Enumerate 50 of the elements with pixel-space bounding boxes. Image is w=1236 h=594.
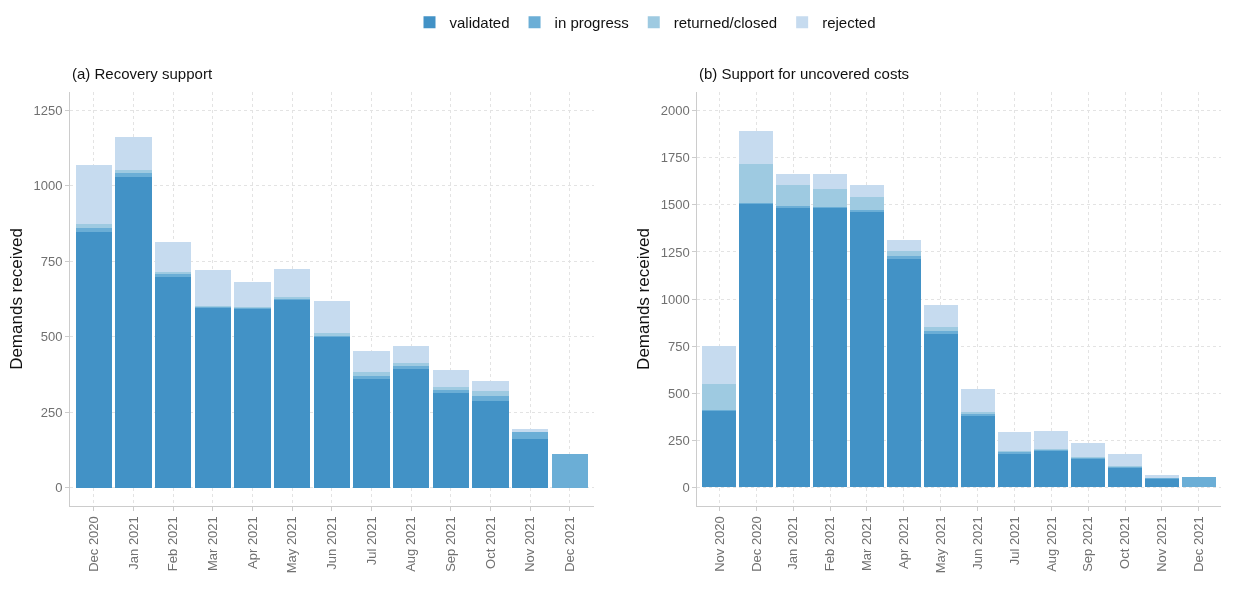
x-tick-label: Jan 2021: [125, 516, 141, 570]
legend-label: returned/closed: [673, 14, 778, 32]
y-tick-label: 500: [667, 385, 690, 401]
x-tick-label: Apr 2021: [896, 516, 912, 569]
y-axis-title: Demands received: [7, 228, 27, 370]
y-tick-label: 2000: [660, 103, 690, 119]
y-tick-label: 1250: [33, 102, 63, 118]
x-tick-label: Dec 2020: [86, 516, 102, 572]
legend-label: validated: [449, 14, 510, 32]
x-tick-label: Oct 2021: [482, 516, 498, 569]
y-tick-label: 1000: [660, 291, 690, 307]
x-tick-label: Mar 2021: [205, 516, 221, 572]
x-tick-label: May 2021: [932, 516, 948, 574]
x-tick-label: Aug 2021: [403, 516, 419, 572]
y-tick-label: 500: [40, 329, 63, 345]
y-tick-label: 1750: [660, 150, 690, 166]
x-tick-label: Sep 2021: [1080, 516, 1096, 572]
x-tick-label: Jun 2021: [324, 516, 340, 570]
x-tick-label: Mar 2021: [859, 516, 875, 572]
x-tick-label: Nov 2021: [1154, 516, 1170, 572]
legend-label: rejected: [822, 14, 876, 32]
x-tick-label: Nov 2021: [522, 516, 538, 572]
x-tick-label: Sep 2021: [443, 516, 459, 572]
x-tick-label: Feb 2021: [165, 516, 181, 572]
x-tick-label: Jul 2021: [1006, 516, 1022, 566]
x-tick-label: Jun 2021: [969, 516, 985, 570]
y-tick-label: 250: [40, 404, 63, 420]
y-tick-label: 0: [682, 479, 690, 495]
y-axis-title: Demands received: [634, 228, 654, 370]
chart-title: (b) Support for uncovered costs: [699, 65, 910, 82]
chart-title: (a) Recovery support: [72, 65, 213, 82]
x-tick-label: Dec 2021: [1191, 516, 1207, 572]
x-tick-label: Jan 2021: [785, 516, 801, 570]
x-tick-label: Jul 2021: [363, 516, 379, 566]
y-tick-label: 750: [667, 338, 690, 354]
x-tick-label: Feb 2021: [822, 516, 838, 572]
y-tick-label: 250: [667, 432, 690, 448]
x-tick-label: May 2021: [284, 516, 300, 574]
x-tick-label: Dec 2020: [748, 516, 764, 572]
x-tick-label: Aug 2021: [1043, 516, 1059, 572]
y-tick-label: 750: [40, 253, 63, 269]
y-tick-label: 0: [55, 480, 63, 496]
x-tick-label: Apr 2021: [244, 516, 260, 569]
x-tick-label: Dec 2021: [562, 516, 578, 572]
y-tick-label: 1000: [33, 178, 63, 194]
y-tick-label: 1250: [660, 244, 690, 260]
x-tick-label: Oct 2021: [1117, 516, 1133, 569]
legend-label: in progress: [554, 14, 629, 32]
y-tick-label: 1500: [660, 197, 690, 213]
x-tick-label: Nov 2020: [711, 516, 727, 572]
